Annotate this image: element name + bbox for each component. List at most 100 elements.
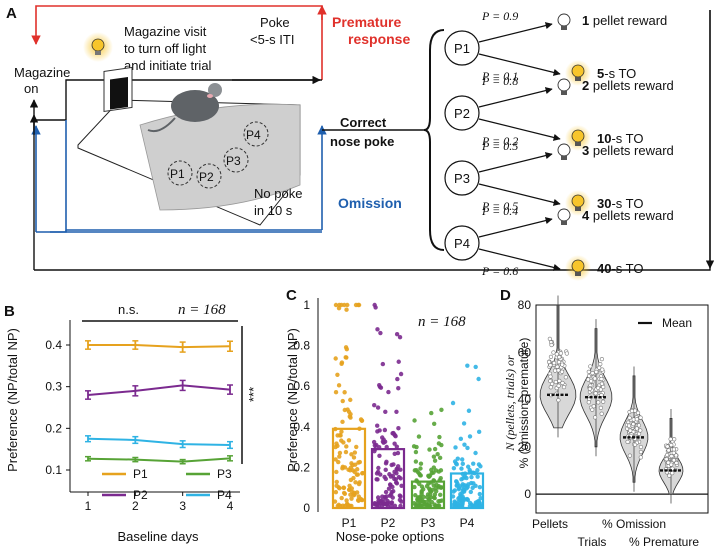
d-ytick-label: 20 (518, 440, 532, 454)
d-point (586, 369, 591, 374)
c-point-p4 (467, 500, 473, 506)
d-point (673, 453, 679, 458)
c-point-p1 (352, 469, 357, 475)
d-xlabel-premature: % Premature (629, 535, 699, 549)
b-series-line-p4 (87, 437, 231, 446)
c-point-p3 (437, 498, 443, 504)
c-point-p3 (429, 410, 434, 416)
p-timeout-label: P = 0.6 (481, 264, 518, 278)
c-point-p2 (390, 484, 395, 490)
c-point-p1 (342, 390, 347, 395)
d-point (636, 423, 642, 428)
c-point-p2 (384, 459, 389, 465)
d-point (629, 408, 635, 414)
timeout-label: 5-s TO (597, 66, 636, 81)
p-timeout-label: P = 0.1 (481, 69, 518, 83)
c-point-p2 (380, 435, 385, 440)
c-point-p3 (437, 434, 442, 440)
p-reward-label: P = 0.4 (481, 204, 518, 218)
c-point-p1 (341, 440, 346, 445)
p-timeout-label: P = 0.5 (481, 199, 518, 213)
lightbulb-on-icon (571, 129, 585, 146)
c-point-p1 (347, 487, 352, 492)
d-point (594, 369, 599, 374)
c-point-p2 (373, 305, 378, 310)
d-point (596, 400, 601, 405)
c-point-p4 (467, 434, 473, 439)
c-point-p2 (393, 480, 399, 485)
c-point-p2 (376, 465, 381, 471)
d-ylabel-1: N (pellets, trials) or (503, 355, 517, 452)
c-point-p1 (352, 450, 358, 455)
c-point-p2 (379, 498, 384, 503)
reward-arrow (478, 217, 553, 238)
d-point (554, 352, 559, 357)
d-point (557, 378, 562, 383)
c-point-p1 (360, 471, 365, 476)
c-point-p1 (334, 441, 339, 446)
c-point-p2 (391, 489, 396, 494)
lightbulb-on-icon (571, 259, 585, 276)
premature-loop-arrow (31, 5, 323, 80)
c-xtick-label-p4: P4 (460, 516, 475, 530)
b-ylabel: Preference (NP/total NP) (5, 328, 20, 472)
option-circle-p1 (444, 30, 480, 66)
c-point-p3 (414, 468, 419, 473)
d-point (546, 359, 552, 365)
c-point-p1 (339, 360, 345, 365)
b-xlabel: Baseline days (118, 529, 199, 544)
c-point-p3 (417, 472, 423, 478)
c-point-p3 (431, 483, 436, 488)
c-point-p4 (465, 445, 470, 451)
c-point-p2 (375, 327, 380, 332)
c-point-p4 (455, 501, 460, 507)
c-point-p1 (336, 305, 342, 311)
reward-arrow (478, 152, 553, 173)
d-point (547, 336, 552, 341)
c-point-p1 (334, 469, 339, 475)
d-point (672, 437, 677, 442)
c-point-p1 (349, 452, 354, 457)
d-point (625, 439, 630, 445)
c-point-p2 (378, 330, 383, 336)
d-point (666, 460, 671, 465)
c-point-p4 (460, 483, 466, 489)
c-point-p3 (427, 447, 432, 452)
c-point-p4 (468, 489, 474, 495)
c-bar-p4 (449, 472, 485, 510)
c-xtick-label-p3: P3 (421, 516, 436, 530)
d-ytick-label: 0 (524, 487, 531, 501)
c-ytick-label: 1 (303, 298, 310, 312)
option-label-p2: P2 (454, 106, 470, 121)
p-reward-label: P = 0.9 (481, 9, 518, 23)
c-point-p3 (431, 421, 437, 426)
d-point (671, 450, 676, 455)
omission-label: Omission (338, 195, 402, 211)
c-point-p2 (397, 497, 403, 503)
c-point-p4 (455, 481, 460, 487)
b-ns-label: n.s. (118, 302, 139, 317)
d-plot-frame (535, 304, 709, 514)
c-point-p4 (466, 408, 472, 413)
reward-label: 3 pellets reward (582, 143, 674, 158)
c-point-p3 (431, 454, 437, 459)
b-legend-label-p3: P3 (217, 467, 232, 481)
d-point (666, 448, 671, 453)
c-point-p3 (432, 502, 437, 507)
b-xtick-label: 4 (227, 499, 234, 513)
c-point-p3 (418, 461, 424, 466)
c-point-p3 (411, 444, 417, 449)
d-point (586, 400, 591, 405)
c-point-p2 (391, 430, 396, 436)
c-bar-p1 (331, 427, 367, 510)
c-point-p4 (476, 376, 481, 382)
timeout-arrow (478, 248, 561, 271)
c-point-p1 (340, 419, 345, 425)
option-label-p1: P1 (454, 41, 470, 56)
d-point (669, 442, 674, 448)
c-point-p3 (427, 492, 433, 497)
c-point-p1 (350, 489, 355, 495)
c-point-p1 (351, 455, 357, 460)
p-timeout-label: P = 0.2 (481, 134, 518, 148)
c-point-p3 (415, 503, 420, 508)
